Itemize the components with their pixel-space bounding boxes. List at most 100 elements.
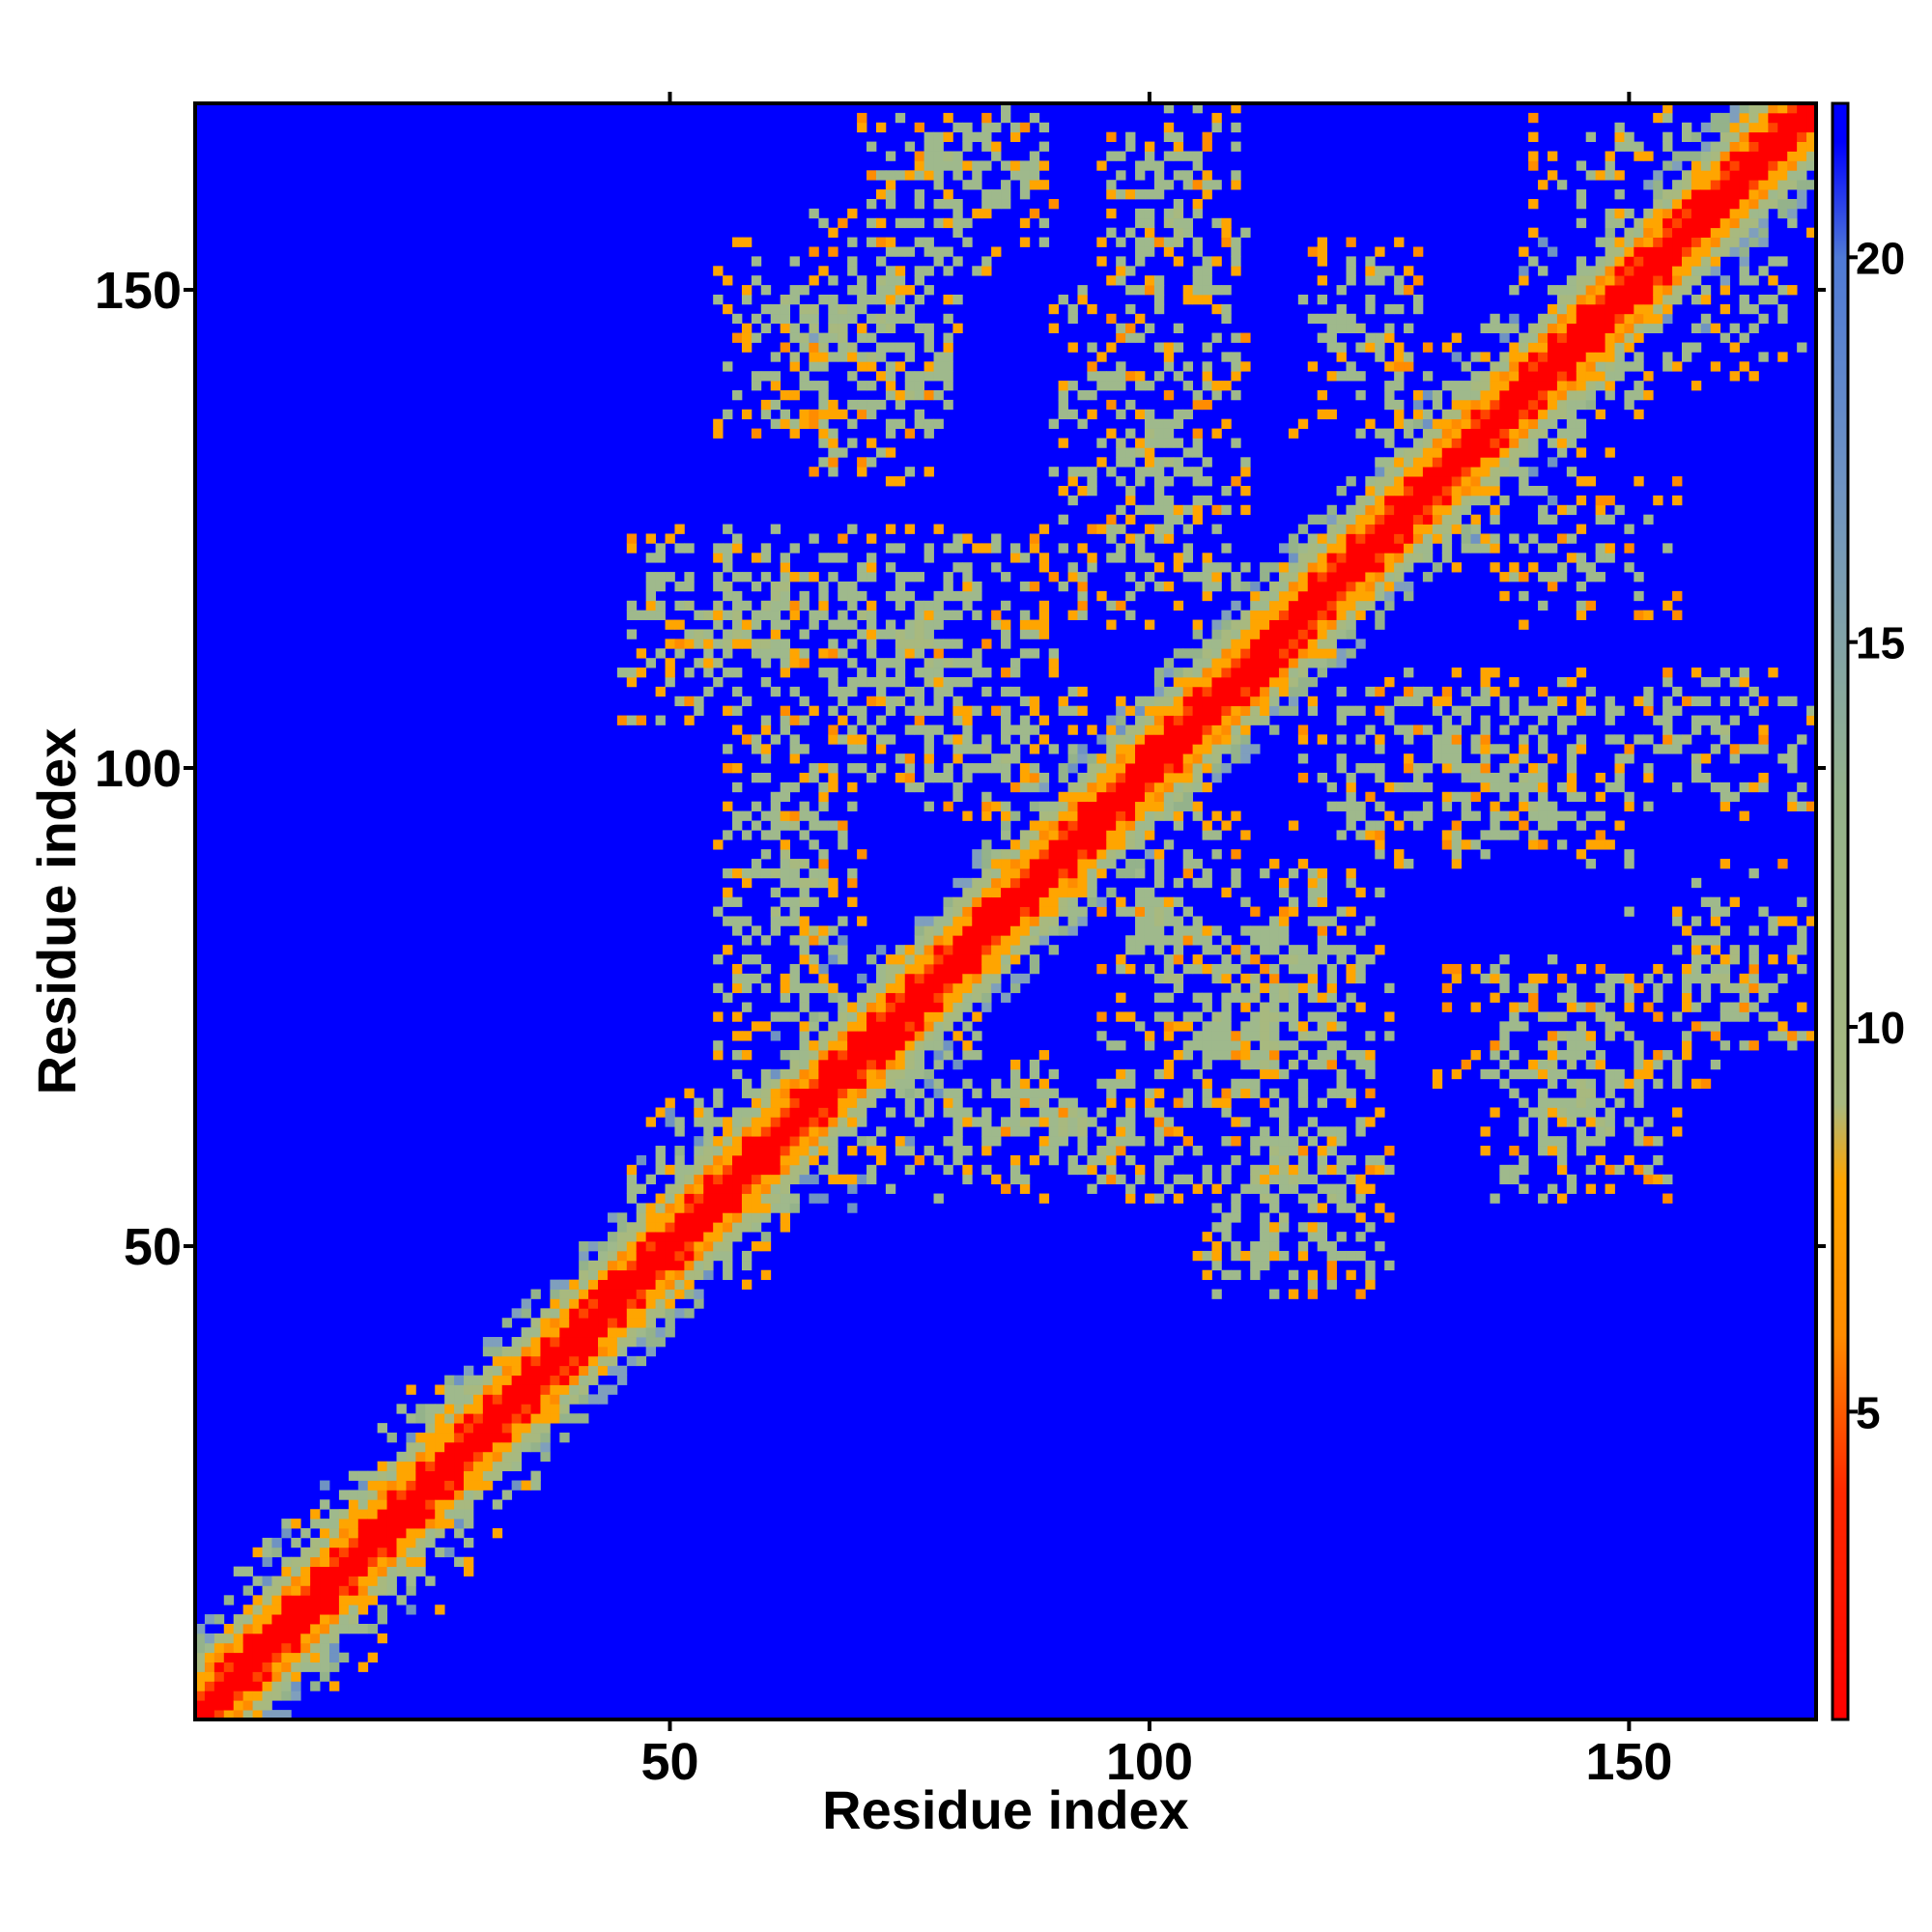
heatmap-cell (1576, 198, 1587, 210)
heatmap-cell (511, 1451, 522, 1463)
heatmap-cell (1317, 1222, 1328, 1233)
heatmap-cell (1365, 791, 1376, 803)
heatmap-cell (1384, 399, 1395, 411)
heatmap-cell (626, 1222, 638, 1233)
heatmap-cell (1556, 323, 1568, 333)
heatmap-cell (741, 1203, 753, 1213)
heatmap-cell (1576, 294, 1587, 305)
heatmap-cell (904, 1078, 916, 1090)
heatmap-cell (1317, 1154, 1328, 1166)
heatmap-cell (607, 1308, 618, 1319)
heatmap-cell (1585, 381, 1597, 391)
heatmap-cell (1001, 877, 1011, 889)
heatmap-cell (1441, 504, 1453, 516)
heatmap-cell (1288, 658, 1299, 668)
heatmap-cell (1192, 629, 1203, 639)
heatmap-cell (684, 1203, 695, 1213)
heatmap-cell (1182, 543, 1194, 554)
heatmap-cell (329, 1556, 340, 1568)
heatmap-cell (1326, 371, 1337, 382)
heatmap-cell (732, 619, 743, 630)
heatmap-cell (1153, 476, 1165, 487)
heatmap-cell (616, 1337, 628, 1348)
heatmap-cell (1307, 581, 1319, 592)
heatmap-cell (377, 1423, 387, 1434)
heatmap-cell (1556, 1097, 1568, 1108)
heatmap-cell (780, 916, 790, 926)
heatmap-cell (723, 1269, 733, 1281)
heatmap-cell (857, 332, 867, 343)
heatmap-cell (1231, 639, 1241, 649)
heatmap-cell (1269, 1232, 1280, 1242)
heatmap-cell (703, 668, 714, 678)
heatmap-cell (1297, 686, 1309, 697)
heatmap-cell (357, 1470, 369, 1481)
heatmap-cell (1519, 352, 1529, 362)
heatmap-cell (1528, 112, 1539, 124)
heatmap-cell (1326, 600, 1337, 611)
heatmap-cell (607, 1355, 618, 1367)
heatmap-cell (616, 1318, 628, 1328)
heatmap-cell (1576, 963, 1587, 975)
heatmap-cell (952, 1117, 963, 1127)
heatmap-cell (1125, 485, 1136, 497)
heatmap-cell (1346, 237, 1356, 247)
heatmap-cell (1163, 476, 1175, 487)
heatmap-cell (780, 553, 790, 563)
heatmap-cell (1404, 467, 1414, 477)
heatmap-cell (1519, 753, 1529, 764)
heatmap-cell (1394, 303, 1405, 315)
heatmap-cell (1067, 705, 1078, 716)
heatmap-cell (875, 763, 887, 774)
heatmap-cell (1297, 1154, 1309, 1166)
heatmap-cell (1519, 332, 1529, 343)
heatmap-cell (1355, 763, 1366, 774)
heatmap-cell (579, 1308, 589, 1319)
heatmap-cell (338, 1490, 350, 1500)
heatmap-cell (626, 715, 638, 725)
heatmap-cell (1576, 256, 1587, 267)
heatmap-cell (1547, 246, 1558, 257)
heatmap-cell (281, 1528, 292, 1539)
heatmap-cell (1278, 1011, 1290, 1022)
heatmap-cell (1451, 399, 1463, 411)
heatmap-cell (377, 1490, 387, 1500)
heatmap-cell (875, 992, 887, 1003)
heatmap-cell (1346, 256, 1356, 267)
heatmap-cell (923, 1021, 934, 1032)
heatmap-cell (492, 1394, 503, 1405)
heatmap-cell (1250, 935, 1261, 946)
heatmap-cell (588, 1298, 599, 1309)
heatmap-cell (1576, 744, 1587, 754)
heatmap-cell (1153, 275, 1165, 286)
heatmap-cell (1432, 438, 1443, 448)
heatmap-cell (1355, 1050, 1366, 1061)
heatmap-cell (588, 1241, 599, 1252)
heatmap-cell (482, 1441, 494, 1453)
heatmap-cell (357, 1537, 369, 1548)
heatmap-cell (348, 1585, 359, 1596)
heatmap-cell (818, 1050, 829, 1061)
heatmap-cell (857, 457, 867, 468)
heatmap-cell (1269, 1222, 1280, 1233)
heatmap-cell (1566, 428, 1577, 439)
heatmap-cell (780, 1164, 790, 1176)
heatmap-cell (1211, 303, 1222, 315)
heatmap-cell (1019, 896, 1031, 907)
heatmap-cell (838, 1097, 848, 1108)
heatmap-cell (732, 1203, 743, 1213)
heatmap-cell (904, 342, 916, 353)
heatmap-cell (991, 619, 1002, 630)
heatmap-cell (904, 781, 916, 793)
heatmap-cell (271, 1690, 282, 1701)
heatmap-cell (867, 198, 877, 210)
heatmap-cell (751, 313, 762, 325)
heatmap-cell (386, 1480, 397, 1491)
heatmap-cell (1297, 581, 1309, 592)
heatmap-cell (895, 772, 906, 783)
heatmap-cell (406, 1499, 416, 1510)
heatmap-cell (1441, 686, 1453, 697)
heatmap-cell (1231, 256, 1241, 267)
heatmap-cell (1221, 237, 1232, 247)
heatmap-cell (1231, 724, 1241, 735)
